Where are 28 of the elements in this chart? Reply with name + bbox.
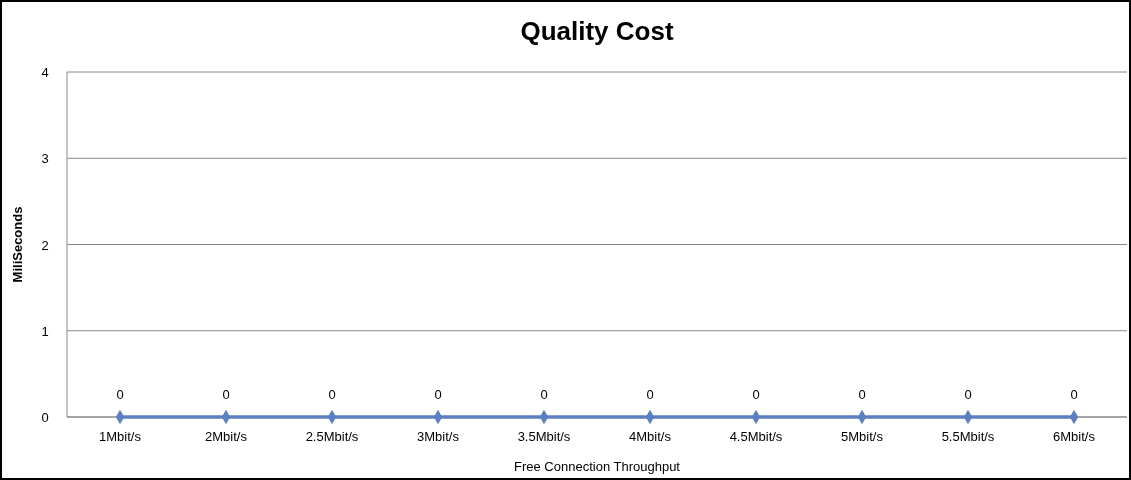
data-label: 0 [1070, 387, 1078, 402]
y-tick-label: 3 [41, 151, 49, 167]
x-tick-label: 4.5Mbit/s [729, 429, 783, 444]
data-label: 0 [964, 387, 972, 402]
x-tick-label: 2.5Mbit/s [305, 429, 359, 444]
y-tick-label: 4 [41, 65, 49, 80]
x-tick-label: 3Mbit/s [417, 429, 460, 444]
x-tick-label: 4Mbit/s [629, 429, 672, 444]
y-axis-title: MiliSeconds [10, 206, 25, 283]
data-label: 0 [434, 387, 442, 402]
x-tick-label: 5Mbit/s [841, 429, 884, 444]
data-label: 0 [646, 387, 654, 402]
y-tick-label: 1 [41, 323, 49, 339]
chart-title: Quality Cost [520, 16, 674, 46]
y-tick-label: 2 [41, 237, 49, 253]
data-label: 0 [752, 387, 760, 402]
data-label: 0 [222, 387, 230, 402]
data-label: 0 [858, 387, 866, 402]
x-tick-label: 6Mbit/s [1053, 429, 1096, 444]
y-tick-label: 0 [41, 410, 49, 425]
x-tick-label: 1Mbit/s [99, 429, 142, 444]
data-label: 0 [540, 387, 548, 402]
x-tick-label: 2Mbit/s [205, 429, 248, 444]
data-label: 0 [116, 387, 124, 402]
x-tick-label: 5.5Mbit/s [941, 429, 995, 444]
x-axis-title: Free Connection Throughput [514, 459, 681, 474]
data-label: 0 [328, 387, 336, 402]
x-tick-label: 3.5Mbit/s [517, 429, 571, 444]
